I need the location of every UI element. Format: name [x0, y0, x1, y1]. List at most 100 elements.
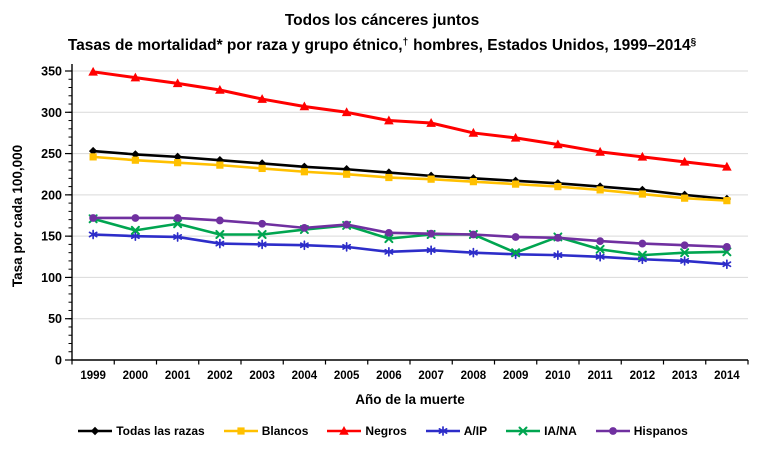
y-tick-label: 150 [41, 230, 62, 244]
marker-ia-na [680, 248, 690, 258]
legend-label: Negros [365, 424, 407, 438]
series-markers-hispanos [89, 214, 731, 251]
x-tick-label: 2006 [376, 370, 402, 382]
series-line-blancos [91, 155, 729, 202]
marker-hispanos [511, 233, 520, 241]
legend-marker-hispanos [608, 427, 617, 435]
marker-hispanos [596, 237, 605, 245]
marker-ia-na [384, 234, 394, 244]
marker-negros [88, 66, 98, 76]
legend-item-ia-na: IA/NA [504, 424, 577, 438]
marker-ia-na-stroke [595, 244, 605, 254]
marker-ia-na-stroke [680, 248, 690, 258]
marker-hispanos [258, 219, 267, 228]
marker-todas-las-razas [131, 150, 140, 159]
legend-swatch-ia-na [506, 426, 541, 436]
legend-item-negros: Negros [325, 424, 407, 438]
x-tick-label: 1999 [80, 370, 106, 382]
legend-marker-ia-na [518, 426, 528, 436]
legend-item-todas-las-razas: Todas las razas [76, 424, 205, 438]
marker-hispanos [384, 228, 393, 237]
x-tick-label: 2007 [418, 370, 444, 382]
marker-negros [426, 118, 436, 127]
marker-hispanos [173, 214, 182, 222]
marker-negros [679, 156, 690, 166]
marker-blancos [258, 164, 266, 173]
x-tick-label: 2014 [714, 370, 740, 382]
series-line-negros [91, 70, 729, 169]
marker-ia-na [130, 225, 140, 235]
marker-a-ip-spoke [384, 248, 394, 255]
marker-blancos [89, 153, 97, 161]
marker-blancos [427, 175, 435, 183]
marker-ia-na [215, 229, 225, 239]
series-line-a-ip [91, 233, 729, 266]
legend-label: Todas las razas [116, 424, 205, 438]
marker-ia-na-stroke [215, 229, 225, 239]
marker-negros [299, 101, 310, 111]
legend-marker-todas-las-razas [91, 426, 100, 436]
y-tick-label: 250 [41, 147, 62, 161]
legend-marker-a-ip-spoke [438, 428, 448, 434]
marker-a-ip-spoke [595, 253, 605, 260]
marker-a-ip [553, 250, 563, 260]
marker-a-ip-spoke [299, 242, 309, 249]
marker-negros [468, 127, 479, 137]
legend-marker-blancos [237, 427, 245, 435]
x-tick-label: 2003 [249, 370, 275, 382]
marker-a-ip [595, 251, 605, 262]
marker-blancos [343, 170, 351, 178]
x-tick-label: 2008 [461, 370, 487, 382]
marker-ia-na [173, 219, 183, 229]
marker-blancos [723, 197, 731, 205]
marker-a-ip [680, 256, 690, 266]
x-tick-label: 2000 [123, 370, 149, 382]
marker-ia-na [637, 250, 647, 260]
chart-title-block: Todos los cánceres juntos Tasas de morta… [0, 0, 764, 57]
x-tick-label: 2002 [207, 370, 233, 382]
x-tick-label: 2012 [630, 370, 656, 382]
legend-marker-ia-na-stroke [518, 426, 528, 436]
marker-a-ip [88, 229, 98, 240]
marker-a-ip [384, 246, 394, 257]
legend-marker-negros [339, 426, 350, 435]
marker-a-ip-spoke [553, 252, 563, 259]
y-tick-label: 0 [55, 354, 62, 368]
marker-blancos [512, 180, 520, 188]
marker-todas-las-razas [215, 155, 225, 165]
series-markers-blancos [89, 153, 731, 205]
x-tick-label: 2005 [334, 370, 360, 382]
marker-a-ip [468, 247, 478, 258]
marker-a-ip-spoke [215, 240, 225, 247]
marker-blancos [469, 178, 477, 186]
marker-a-ip-spoke [257, 241, 267, 248]
marker-a-ip-spoke [468, 249, 478, 256]
marker-negros [257, 94, 267, 103]
marker-a-ip [173, 232, 183, 242]
marker-a-ip-spoke [130, 233, 140, 240]
series-line-ia-na [91, 217, 729, 257]
legend-swatch-hispanos [595, 427, 630, 435]
marker-negros [553, 139, 563, 149]
marker-a-ip-spoke [88, 231, 98, 238]
marker-blancos [638, 190, 646, 198]
marker-a-ip-spoke [173, 234, 183, 240]
y-tick-label: 50 [48, 312, 62, 326]
marker-blancos [131, 156, 139, 164]
marker-negros [510, 132, 521, 142]
legend-item-hispanos: Hispanos [594, 424, 688, 438]
marker-hispanos [638, 239, 647, 248]
marker-a-ip [426, 245, 436, 256]
y-axis-title: Tasa por cada 100,000 [10, 145, 25, 287]
mortality-line-chart: 0 50 100 150 200 250 300 350 1999 2000 2001 2002 200… [10, 64, 749, 407]
chart-subtitle-text: Tasas de mortalidad* por raza y grupo ét… [67, 37, 403, 54]
y-tick-label: 100 [41, 271, 62, 285]
legend-marker-a-ip [438, 426, 448, 436]
legend-label: Blancos [261, 424, 309, 438]
marker-a-ip-spoke [680, 257, 690, 264]
marker-todas-las-razas [173, 152, 182, 162]
marker-hispanos [215, 216, 224, 225]
marker-ia-na-stroke [511, 248, 521, 258]
marker-blancos [385, 173, 393, 182]
